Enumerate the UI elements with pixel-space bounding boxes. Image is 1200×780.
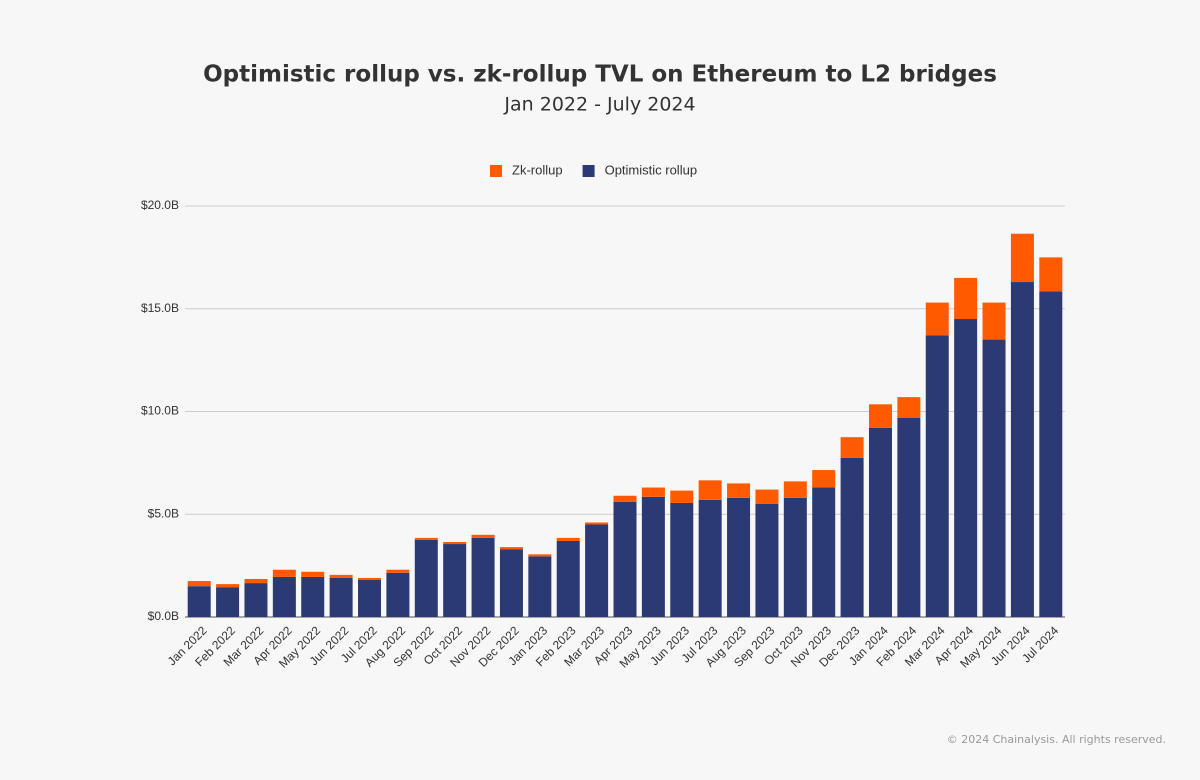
- bar-segment: [982, 339, 1006, 617]
- bar-segment: [641, 487, 665, 497]
- bar-segment: [187, 586, 211, 617]
- y-tick-label: $0.0B: [148, 609, 179, 623]
- bar-segment: [840, 457, 864, 617]
- bar-segment: [301, 571, 325, 577]
- bar-segment: [954, 277, 978, 320]
- y-tick-label: $15.0B: [141, 301, 179, 315]
- bar-segment: [386, 569, 410, 573]
- bar-segment: [1010, 233, 1034, 283]
- bar-segment: [868, 404, 892, 428]
- bar-segment: [812, 487, 836, 617]
- bar-segment: [840, 437, 864, 458]
- bar-segment: [471, 534, 495, 538]
- bar-segment: [925, 302, 949, 336]
- bar-segment: [187, 581, 211, 587]
- bar-segment: [585, 524, 609, 617]
- legend-label: Zk-rollup: [512, 162, 563, 177]
- bar-segment: [755, 503, 779, 617]
- bar-segment: [528, 556, 552, 617]
- bar-segment: [528, 554, 552, 557]
- bar-segment: [443, 541, 467, 545]
- legend-swatch: [490, 165, 502, 177]
- bar-segment: [868, 427, 892, 617]
- bar-segment: [443, 544, 467, 617]
- bar-segment: [358, 577, 382, 581]
- bar-segment: [783, 481, 807, 498]
- bar-segment: [329, 577, 353, 617]
- bar-segment: [471, 537, 495, 617]
- bar-segment: [1039, 257, 1063, 292]
- bar-segment: [216, 584, 240, 588]
- bar-segment: [244, 583, 268, 617]
- bar-segment: [670, 502, 694, 617]
- bar-segment: [897, 417, 921, 617]
- bar-segment: [1039, 291, 1063, 617]
- bar-segment: [386, 572, 410, 617]
- bar-segment: [499, 549, 523, 617]
- bar-segment: [244, 578, 268, 584]
- bar-segment: [698, 480, 722, 500]
- bar-segment: [301, 576, 325, 617]
- bar-segment: [1010, 282, 1034, 617]
- bar-segment: [698, 499, 722, 617]
- bar-segment: [897, 397, 921, 418]
- y-tick-label: $10.0B: [141, 404, 179, 418]
- chart-title: Optimistic rollup vs. zk-rollup TVL on E…: [203, 62, 997, 88]
- footer: © 2024 Chainalysis. All rights reserved.: [947, 733, 1166, 746]
- bar-segment: [613, 495, 637, 502]
- bar-segment: [272, 569, 296, 577]
- legend-label: Optimistic rollup: [605, 162, 697, 177]
- bar-segment: [954, 319, 978, 617]
- bar-segment: [216, 587, 240, 617]
- bar-segment: [670, 490, 694, 503]
- bar-segment: [641, 496, 665, 617]
- bar-segment: [783, 497, 807, 617]
- bar-segment: [812, 470, 836, 488]
- bar-segment: [727, 497, 751, 617]
- bar-segment: [556, 540, 580, 617]
- bar-segment: [585, 522, 609, 525]
- bar-segment: [329, 574, 353, 578]
- bar-segment: [358, 580, 382, 617]
- bar-segment: [556, 537, 580, 541]
- chart-subtitle: Jan 2022 - July 2024: [503, 94, 695, 116]
- bar-segment: [727, 483, 751, 498]
- bar-segment: [414, 537, 438, 540]
- bar-segment: [272, 576, 296, 617]
- y-tick-label: $20.0B: [141, 198, 179, 212]
- bar-segment: [414, 539, 438, 617]
- bar-segment: [925, 335, 949, 617]
- y-tick-label: $5.0B: [148, 506, 179, 520]
- bar-segment: [982, 302, 1006, 340]
- legend-swatch: [582, 165, 595, 177]
- bar-segment: [499, 547, 523, 550]
- bar-segment: [613, 501, 637, 617]
- bar-segment: [755, 489, 779, 504]
